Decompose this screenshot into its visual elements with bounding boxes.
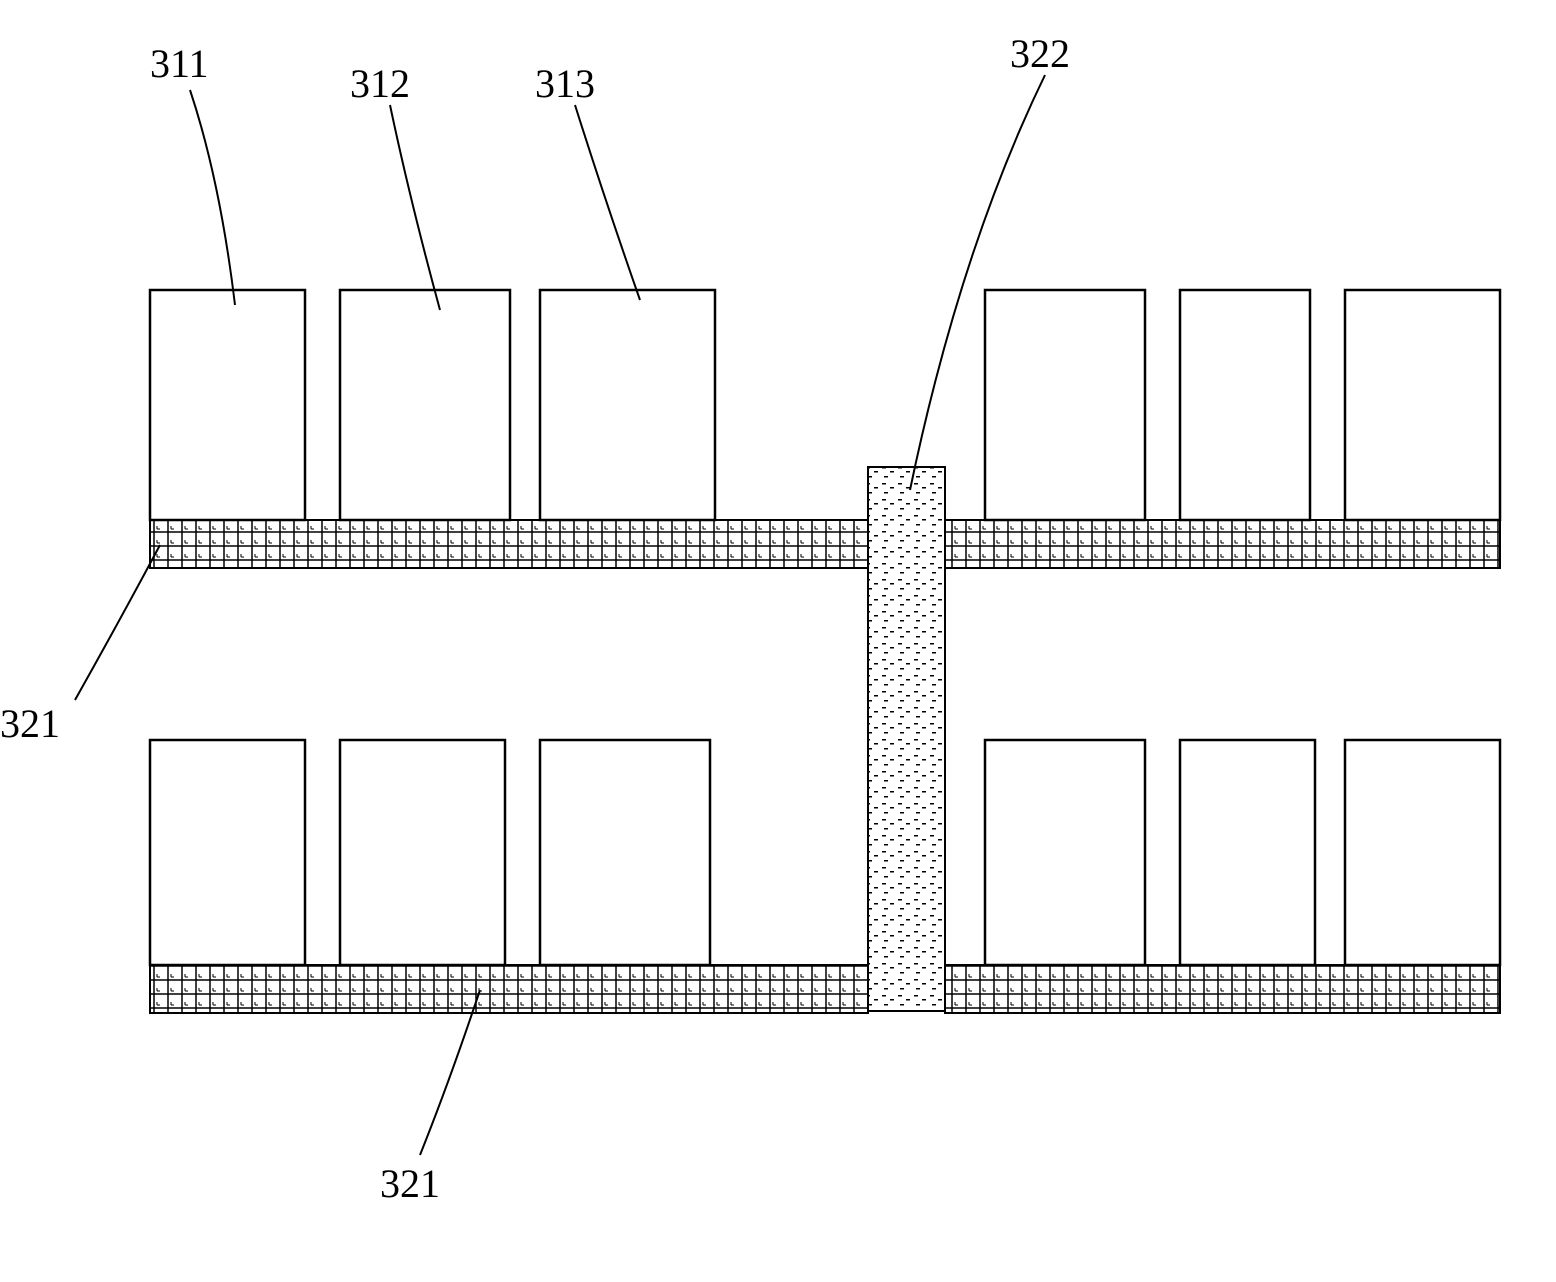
leader-321b xyxy=(420,990,480,1155)
leader-313 xyxy=(575,105,640,300)
block-r2-1 xyxy=(150,740,305,965)
hatch-bar-row1-right xyxy=(945,520,1500,568)
leader-311 xyxy=(190,90,235,305)
technical-diagram: 311 312 313 322 321 321 xyxy=(0,0,1556,1282)
block-312 xyxy=(340,290,510,520)
label-322: 322 xyxy=(1010,30,1070,77)
block-r2-6 xyxy=(1345,740,1500,965)
leader-312 xyxy=(390,105,440,310)
block-311 xyxy=(150,290,305,520)
vertical-bar-322 xyxy=(868,467,945,1011)
block-r2-4 xyxy=(985,740,1145,965)
hatch-bar-row2-left xyxy=(150,965,868,1013)
label-313: 313 xyxy=(535,60,595,107)
block-313 xyxy=(540,290,715,520)
hatch-bar-row2-right xyxy=(945,965,1500,1013)
block-r2-5 xyxy=(1180,740,1315,965)
label-311: 311 xyxy=(150,40,209,87)
label-312: 312 xyxy=(350,60,410,107)
label-321-upper: 321 xyxy=(0,700,60,747)
block-r1-5 xyxy=(1180,290,1310,520)
diagram-svg xyxy=(0,0,1556,1282)
hatch-bar-row1-left xyxy=(150,520,868,568)
label-321-lower: 321 xyxy=(380,1160,440,1207)
leader-321a xyxy=(75,545,160,700)
block-r1-4 xyxy=(985,290,1145,520)
block-r2-2 xyxy=(340,740,505,965)
block-r2-3 xyxy=(540,740,710,965)
block-r1-6 xyxy=(1345,290,1500,520)
